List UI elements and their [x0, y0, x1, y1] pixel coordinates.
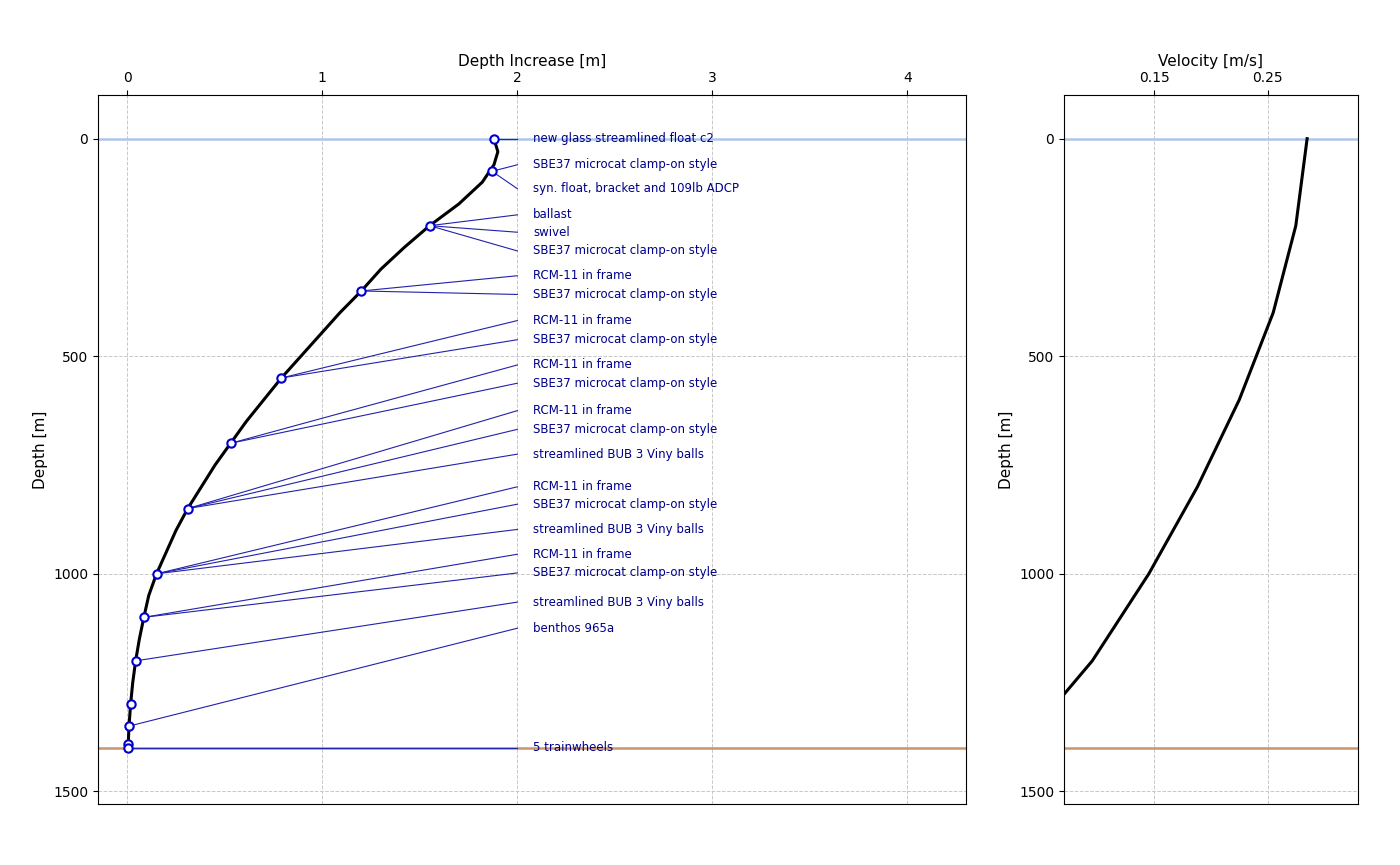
Text: streamlined BUB 3 Viny balls: streamlined BUB 3 Viny balls: [533, 523, 704, 536]
Text: streamlined BUB 3 Viny balls: streamlined BUB 3 Viny balls: [533, 448, 704, 461]
Text: SBE37 microcat clamp-on style: SBE37 microcat clamp-on style: [533, 158, 717, 171]
Text: SBE37 microcat clamp-on style: SBE37 microcat clamp-on style: [533, 288, 717, 301]
X-axis label: Velocity [m/s]: Velocity [m/s]: [1159, 54, 1263, 69]
Text: streamlined BUB 3 Viny balls: streamlined BUB 3 Viny balls: [533, 596, 704, 609]
Text: 5 trainwheels: 5 trainwheels: [533, 741, 613, 754]
Text: ballast: ballast: [533, 208, 573, 221]
Text: RCM-11 in frame: RCM-11 in frame: [533, 404, 631, 417]
Text: SBE37 microcat clamp-on style: SBE37 microcat clamp-on style: [533, 497, 717, 510]
Text: SBE37 microcat clamp-on style: SBE37 microcat clamp-on style: [533, 567, 717, 580]
Text: RCM-11 in frame: RCM-11 in frame: [533, 269, 631, 282]
Text: swivel: swivel: [533, 226, 570, 239]
Text: SBE37 microcat clamp-on style: SBE37 microcat clamp-on style: [533, 377, 717, 390]
Text: SBE37 microcat clamp-on style: SBE37 microcat clamp-on style: [533, 423, 717, 436]
Text: SBE37 microcat clamp-on style: SBE37 microcat clamp-on style: [533, 333, 717, 346]
Text: RCM-11 in frame: RCM-11 in frame: [533, 480, 631, 493]
Text: syn. float, bracket and 109lb ADCP: syn. float, bracket and 109lb ADCP: [533, 183, 739, 195]
Text: SBE37 microcat clamp-on style: SBE37 microcat clamp-on style: [533, 245, 717, 258]
X-axis label: Depth Increase [m]: Depth Increase [m]: [458, 54, 606, 69]
Y-axis label: Depth [m]: Depth [m]: [32, 411, 48, 489]
Y-axis label: Depth [m]: Depth [m]: [998, 411, 1014, 489]
Text: RCM-11 in frame: RCM-11 in frame: [533, 358, 631, 371]
Text: new glass streamlined float c2: new glass streamlined float c2: [533, 132, 714, 145]
Text: RCM-11 in frame: RCM-11 in frame: [533, 314, 631, 327]
Text: RCM-11 in frame: RCM-11 in frame: [533, 548, 631, 561]
Text: benthos 965a: benthos 965a: [533, 622, 615, 635]
